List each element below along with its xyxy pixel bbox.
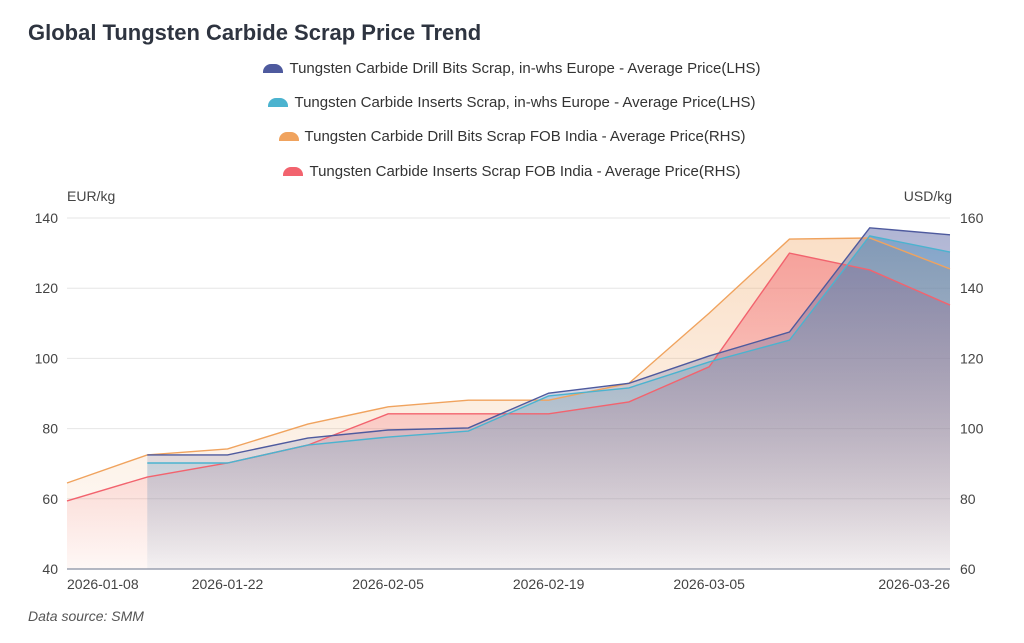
x-tick-label: 2026-01-08 bbox=[67, 576, 139, 592]
legend-label: Tungsten Carbide Inserts Scrap, in-whs E… bbox=[294, 94, 756, 111]
y-tick-label-right: 140 bbox=[960, 280, 984, 296]
x-tick-label: 2026-03-26 bbox=[878, 576, 950, 592]
y-tick-label-left: 120 bbox=[35, 280, 59, 296]
series-area-0 bbox=[147, 227, 951, 569]
y-tick-label-left: 140 bbox=[35, 210, 59, 226]
x-tick-label: 2026-02-05 bbox=[352, 576, 424, 592]
legend-label: Tungsten Carbide Drill Bits Scrap FOB In… bbox=[304, 128, 746, 145]
y-tick-label-left: 100 bbox=[35, 350, 59, 366]
legend-item-inserts-europe[interactable]: Tungsten Carbide Inserts Scrap, in-whs E… bbox=[0, 92, 1024, 114]
y-axis-title-left: EUR/kg bbox=[67, 188, 115, 204]
y-tick-label-right: 120 bbox=[960, 350, 984, 366]
y-tick-label-right: 100 bbox=[960, 421, 984, 437]
legend-swatch-icon bbox=[283, 166, 304, 176]
legend-swatch-icon bbox=[268, 97, 289, 107]
legend-item-drill-bits-india[interactable]: Tungsten Carbide Drill Bits Scrap FOB In… bbox=[0, 126, 1024, 148]
y-tick-label-left: 40 bbox=[42, 561, 58, 577]
y-axis-title-right: USD/kg bbox=[904, 188, 952, 204]
data-source: Data source: SMM bbox=[28, 608, 144, 624]
series-line-2 bbox=[66, 237, 951, 484]
chart-title: Global Tungsten Carbide Scrap Price Tren… bbox=[28, 20, 482, 45]
y-tick-label-left: 60 bbox=[42, 491, 58, 507]
y-tick-label-left: 80 bbox=[42, 421, 58, 437]
legend-item-drill-bits-europe[interactable]: Tungsten Carbide Drill Bits Scrap, in-wh… bbox=[0, 58, 1024, 80]
legend-swatch-icon bbox=[278, 131, 299, 141]
x-tick-label: 2026-02-19 bbox=[513, 576, 585, 592]
y-tick-label-right: 80 bbox=[960, 491, 976, 507]
legend-item-inserts-india[interactable]: Tungsten Carbide Inserts Scrap FOB India… bbox=[0, 161, 1024, 183]
x-tick-label: 2026-01-22 bbox=[192, 576, 264, 592]
y-tick-label-right: 60 bbox=[960, 561, 976, 577]
y-tick-label-right: 160 bbox=[960, 210, 984, 226]
legend-swatch-icon bbox=[263, 63, 284, 73]
legend-label: Tungsten Carbide Inserts Scrap FOB India… bbox=[309, 163, 741, 180]
x-tick-label: 2026-03-05 bbox=[673, 576, 745, 592]
legend-label: Tungsten Carbide Drill Bits Scrap, in-wh… bbox=[289, 60, 761, 77]
